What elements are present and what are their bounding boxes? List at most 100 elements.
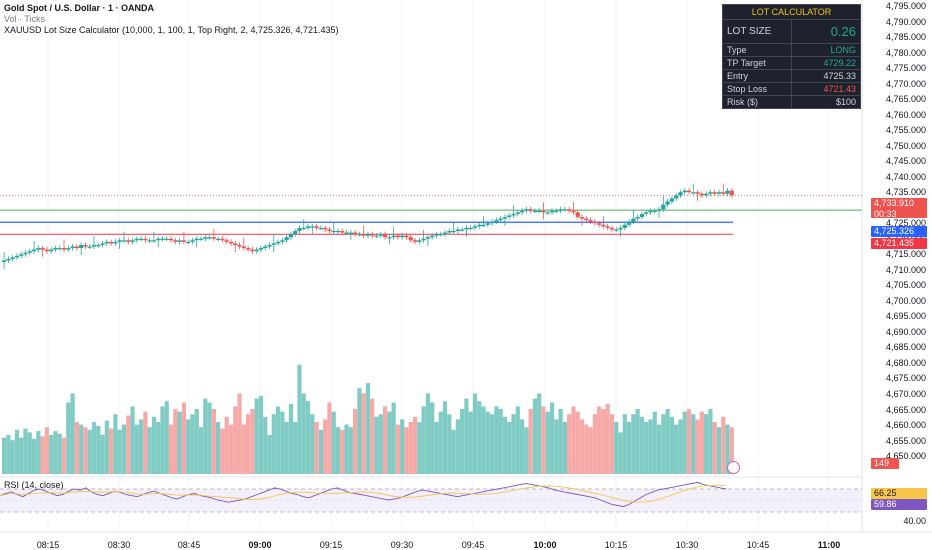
- volume-bar: [10, 440, 15, 474]
- candle-body: [729, 190, 734, 196]
- volume-bar: [588, 427, 593, 474]
- candle-body: [404, 235, 409, 238]
- candle-body: [53, 248, 58, 250]
- candle-body: [515, 212, 520, 214]
- volume-bar: [434, 422, 439, 474]
- calc-row-tp: TP Target 4729.22: [723, 56, 860, 69]
- symbol-title[interactable]: Gold Spot / U.S. Dollar · 1 · OANDA: [4, 3, 155, 13]
- volume-bar: [549, 402, 555, 474]
- candle-body: [588, 220, 593, 222]
- volume-bar: [216, 422, 221, 474]
- candle-body: [130, 240, 135, 242]
- candle-body: [331, 231, 336, 233]
- candle-body: [233, 243, 238, 245]
- volume-bar: [485, 411, 490, 474]
- price-tick-label: 4,660.000: [885, 420, 926, 431]
- rsi-label[interactable]: RSI (14, close): [4, 480, 64, 490]
- candle-body: [156, 238, 161, 241]
- volume-bar: [648, 419, 653, 474]
- candle-body: [447, 231, 452, 233]
- candle-body: [6, 258, 11, 261]
- indicator-label[interactable]: XAUUSD Lot Size Calculator (10,000, 1, 1…: [4, 25, 339, 35]
- candle-body: [190, 240, 195, 242]
- candle-body: [472, 226, 478, 228]
- volume-bar: [691, 414, 696, 474]
- candle-body: [537, 210, 542, 213]
- candle-body: [79, 244, 84, 249]
- volume-bar: [190, 414, 195, 474]
- volume-bar: [678, 419, 683, 474]
- time-tick-label: 08:15: [36, 540, 60, 550]
- tp-label: TP Target: [723, 57, 792, 69]
- candle-body: [477, 224, 482, 227]
- candle-body: [648, 210, 653, 213]
- candle-body: [661, 204, 666, 210]
- candle-body: [301, 227, 306, 230]
- volume-bar: [408, 422, 413, 474]
- candle-body: [228, 241, 234, 244]
- candle-body: [601, 224, 606, 227]
- volume-bar: [271, 414, 276, 474]
- volume-bar: [340, 429, 345, 474]
- volume-bar: [301, 393, 306, 474]
- candle-body: [100, 243, 105, 245]
- volume-bar: [160, 406, 165, 474]
- price-tick-label: 4,795.000: [885, 1, 926, 11]
- volume-bar: [374, 416, 379, 474]
- volume-label[interactable]: Vol · Ticks: [4, 14, 46, 24]
- volume-bar: [382, 406, 388, 474]
- volume-bar: [305, 401, 311, 474]
- chart-header: Gold Spot / U.S. Dollar · 1 · OANDA Vol …: [4, 3, 339, 36]
- candle-body: [575, 212, 580, 218]
- volume-bar: [49, 435, 54, 474]
- volume-bar: [477, 401, 482, 474]
- candle-body: [254, 249, 259, 252]
- volume-bar: [451, 429, 456, 474]
- volume-bar: [515, 406, 520, 474]
- volume-bar: [203, 398, 208, 474]
- volume-bar: [524, 427, 529, 474]
- candle-body: [344, 232, 349, 234]
- volume-bar: [490, 414, 495, 474]
- volume-bar: [378, 414, 383, 474]
- volume-bar: [126, 415, 131, 474]
- candle-body: [14, 255, 20, 258]
- candle-body: [314, 226, 319, 228]
- volume-bar: [579, 419, 585, 474]
- candle-body: [27, 251, 32, 253]
- candle-body: [455, 229, 460, 231]
- price-tick-label: 4,780.000: [885, 47, 926, 58]
- lot-size-label: LOT SIZE: [723, 20, 792, 43]
- rsi-line: [0, 481, 727, 508]
- candle-body: [335, 231, 341, 233]
- rsi-ma-line: [0, 484, 727, 503]
- lightning-icon[interactable]: [727, 461, 740, 474]
- candle-body: [10, 257, 15, 259]
- volume-bar: [575, 411, 580, 474]
- candle-body: [665, 201, 670, 205]
- risk-value: $100: [835, 97, 856, 107]
- price-tick-label: 4,700.000: [885, 295, 926, 306]
- volume-bar: [438, 411, 443, 474]
- candle-body: [113, 241, 118, 244]
- volume-bar: [79, 424, 84, 474]
- volume-bar: [293, 422, 298, 474]
- candle-body: [430, 235, 435, 238]
- volume-bar: [417, 422, 422, 474]
- calc-row-type: Type LONG: [723, 43, 860, 56]
- volume-bar: [669, 416, 674, 474]
- volume-bar: [708, 409, 713, 474]
- candle-body: [507, 215, 512, 218]
- price-tick-label: 4,750.000: [885, 140, 926, 151]
- volume-bar: [70, 393, 75, 474]
- volume-bar: [481, 406, 486, 474]
- price-tick-label: 4,790.000: [885, 16, 926, 27]
- candle-body: [682, 190, 687, 193]
- volume-bar: [507, 422, 512, 474]
- candle-body: [220, 238, 225, 241]
- volume-bar: [656, 424, 662, 474]
- volume-bar: [554, 419, 559, 474]
- volume-bar: [622, 414, 627, 474]
